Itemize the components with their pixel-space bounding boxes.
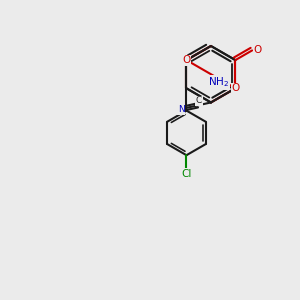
Text: O: O [253,45,262,56]
Text: N: N [178,105,184,114]
Text: O: O [231,83,239,93]
Text: Cl: Cl [181,169,192,178]
Text: C: C [196,97,202,106]
Text: NH$_2$: NH$_2$ [208,76,230,89]
Text: O: O [182,55,190,65]
